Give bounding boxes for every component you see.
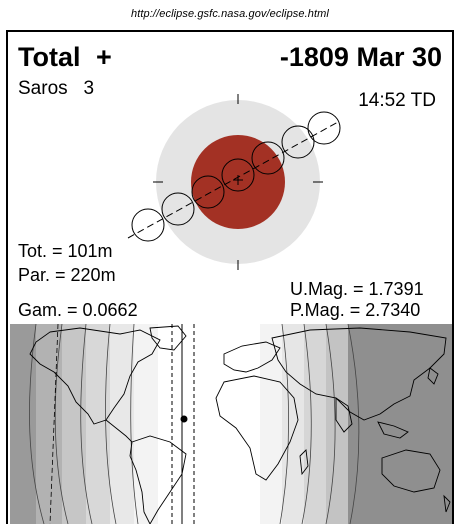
eclipse-type: Total + [18, 44, 112, 71]
eclipse-type-label: Total [18, 42, 81, 72]
visibility-contours [29, 324, 360, 524]
moon-position [161, 192, 195, 226]
moon-position [191, 175, 225, 209]
crosshair-ticks [153, 94, 323, 270]
moon-positions [131, 111, 341, 242]
moon-position [251, 141, 285, 175]
eclipse-date: -1809 Mar 30 [279, 42, 442, 72]
visibility-band [326, 324, 348, 524]
stat-umbral-magnitude: U.Mag. = 1.7391 [290, 279, 424, 299]
visibility-band [348, 324, 452, 524]
moon-position [131, 208, 165, 242]
saros-line: Saros 3 [18, 79, 94, 99]
continent-outlines [29, 325, 451, 524]
visibility-band [282, 324, 304, 524]
stat-partial-duration: Par. = 220m [18, 265, 116, 285]
moon-position [281, 125, 315, 159]
saros-number: 3 [83, 78, 95, 99]
stat-gamma: Gam. = 0.0662 [18, 300, 138, 320]
shadow-diagram [127, 94, 341, 270]
visibility-map [10, 324, 452, 524]
moon-position [221, 158, 255, 192]
contour-dashed [49, 324, 59, 524]
visibility-band [10, 324, 36, 524]
visibility-band [260, 324, 282, 524]
visibility-band [86, 324, 110, 524]
greatest-eclipse-mark [233, 175, 243, 185]
visibility-band [62, 324, 86, 524]
moon-position [307, 111, 341, 145]
visibility-band [36, 324, 62, 524]
stat-total-duration: Tot. = 101m [18, 241, 113, 261]
saros-label: Saros [18, 78, 68, 99]
source-url[interactable]: http://eclipse.gsfc.nasa.gov/eclipse.htm… [131, 8, 329, 20]
stat-penumbral-magnitude: P.Mag. = 2.7340 [290, 300, 421, 320]
eclipse-type-symbol: + [96, 42, 112, 72]
visibility-band [110, 324, 134, 524]
visibility-band [134, 324, 158, 524]
eclipse-time: 14:52 TD [358, 90, 436, 111]
greatest-eclipse-point [180, 415, 188, 423]
eclipse-figure: Total + -1809 Mar 30 Saros 3 14:52 TD To… [6, 30, 454, 524]
